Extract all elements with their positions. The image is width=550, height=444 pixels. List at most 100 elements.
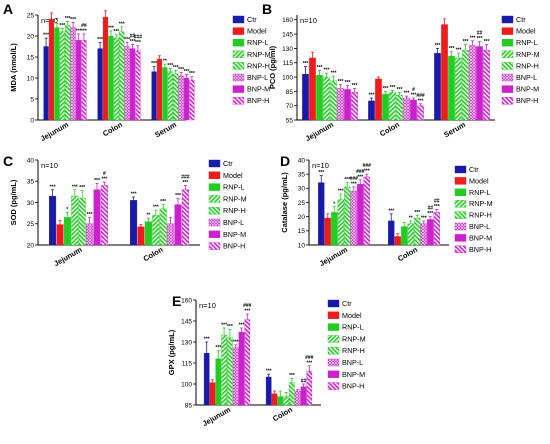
significance-label: *** [101,177,107,183]
significance-label: *** [244,309,250,315]
significance-label: *** [463,39,469,45]
bar [462,50,469,121]
bar [227,337,233,406]
bar [318,182,325,246]
y-tick-label: 15 [27,54,35,61]
significance-label: *** [397,87,403,93]
significance-label: # [103,171,106,177]
significance-label: *** [324,68,330,74]
bar [434,52,441,121]
legend-swatch [327,370,340,378]
legend-swatch [208,171,221,180]
significance-label: *** [182,180,188,186]
significance-label: # [412,87,415,93]
bar [129,48,136,121]
legend-label: BNP-L [469,222,490,231]
significance-label: *** [318,170,324,176]
legend-swatch [232,96,245,105]
y-axis-label: SOD (pg/mL) [9,179,18,225]
bar [244,319,251,406]
legend-label: Ctr [223,159,233,168]
chart-panel-A: An=100510152025MDA (nmol/L)*************… [3,1,271,143]
panel-letter: D [280,153,290,169]
bar [183,77,190,121]
legend-swatch [501,85,514,93]
significance-label: *** [364,169,370,175]
legend-swatch [501,62,514,70]
legend-swatch [232,27,245,35]
panel-letter: A [3,1,13,17]
x-tick-label: Colon [396,245,419,264]
legend-swatch [208,218,221,227]
bar [455,57,462,121]
significance-label: *** [383,86,389,92]
legend-swatch [208,230,221,239]
legend-label: BNP-H [516,96,538,105]
significance-label: *** [357,174,363,180]
significance-label: *** [160,199,166,205]
bar [283,396,289,406]
bar [59,31,65,121]
significance-label: *** [434,204,440,210]
bar [265,376,272,406]
bar [277,396,284,406]
significance-label: *** [131,191,137,197]
legend-label: Ctr [342,299,352,308]
bar [389,92,396,121]
bar [388,220,395,246]
significance-label: *** [50,184,56,190]
significance-label: ## [427,206,433,212]
significance-label: *** [130,39,136,45]
significance-label: *** [65,16,71,22]
legend-label: Ctr [469,165,479,174]
bar [70,27,76,121]
significance-label: *** [352,83,358,89]
legend-label: BNP-H [469,245,491,254]
legend-label: RNP-H [342,346,365,355]
y-tick-label: 40 [27,157,35,164]
x-tick-label: Colon [101,120,124,139]
significance-label: *** [338,79,344,85]
y-tick-label: 85 [286,89,294,96]
significance-label: *** [266,369,272,375]
bar [209,382,216,406]
legend-swatch [232,15,245,24]
bar [48,19,55,121]
legend-label: RNP-H [247,61,270,70]
significance-label: *** [351,181,357,187]
bar [271,393,278,406]
bar [43,46,49,121]
bar [306,371,313,406]
significance-label: ## [434,199,440,205]
y-tick-label: 85 [185,402,193,409]
bar [396,94,403,121]
significance-label: *** [404,91,410,97]
significance-label: ** [163,59,167,65]
bar [382,94,389,121]
bar [162,67,168,121]
legend-label: BNP-L [516,73,537,82]
significance-label: *** [418,98,424,104]
x-tick-label: Colon [142,245,165,264]
significance-label: *** [178,67,184,73]
x-tick-label: Jejunum [304,120,335,143]
bar [238,332,245,406]
bar [363,176,370,246]
chart-panel-B: Bn=10 55 70 85 100 115 130 145 160 PCO (pg/ml) ***… [262,1,540,143]
y-tick-label: 145 [282,31,293,38]
y-tick-label: 55 [286,117,294,124]
legend-label: RNP-L [247,38,269,47]
bar [420,223,427,246]
bar [144,221,152,246]
legend-label: BNP-M [469,233,492,242]
significance-label: ### [350,176,359,182]
bar [401,226,408,246]
y-tick-label: 0 [30,117,34,124]
significance-label: ### [134,35,143,41]
significance-label: *** [119,21,125,27]
legend-label: Ctr [516,15,526,24]
legend-label: BNP-M [342,370,365,379]
significance-label: *** [94,178,100,184]
